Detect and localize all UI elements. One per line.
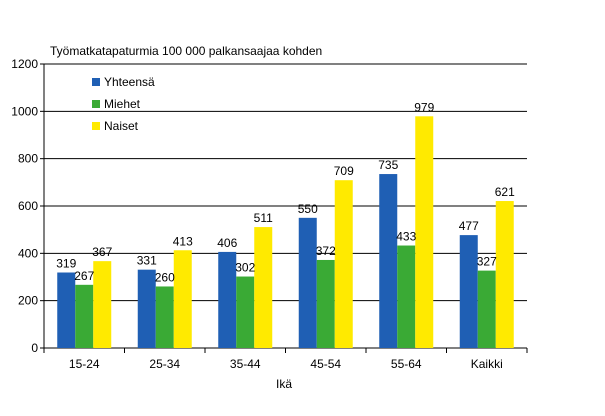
y-tick-label: 400: [18, 246, 38, 260]
bar-naiset: [93, 261, 112, 348]
bar-yhteensä: [459, 235, 478, 348]
data-label: 709: [334, 164, 354, 178]
bar-naiset: [334, 180, 353, 348]
data-label: 621: [495, 185, 515, 199]
y-tick-label: 200: [18, 294, 38, 308]
legend-label: Naiset: [104, 119, 139, 133]
x-tick-label: Kaikki: [471, 357, 503, 371]
bar-naiset: [173, 250, 192, 348]
legend-label: Yhteensä: [104, 75, 155, 89]
data-label: 372: [316, 244, 336, 258]
bar-miehet: [316, 259, 335, 348]
x-axis-title: Ikä: [276, 377, 292, 391]
data-label: 511: [254, 211, 273, 225]
data-label: 406: [217, 236, 237, 250]
bar-miehet: [155, 286, 174, 348]
legend: Yhteensä Miehet Naiset: [92, 75, 155, 133]
data-label: 979: [414, 100, 434, 114]
data-label: 327: [477, 255, 497, 269]
data-label: 735: [378, 158, 398, 172]
data-label: 319: [56, 257, 76, 271]
data-label: 413: [173, 234, 193, 248]
bar-miehet: [477, 270, 496, 348]
legend-label: Miehet: [104, 97, 141, 111]
chart-title: Työmatkatapaturmia 100 000 palkansaajaa …: [50, 44, 322, 58]
x-tick-label: 25-34: [149, 357, 180, 371]
x-tick-label: 35-44: [230, 357, 261, 371]
bar-yhteensä: [57, 272, 76, 348]
y-tick-label: 1200: [11, 57, 38, 71]
data-label: 550: [298, 202, 318, 216]
gridlines: [44, 63, 527, 302]
bar-yhteensä: [379, 174, 398, 348]
data-label: 260: [155, 270, 175, 284]
x-tick-label: 15-24: [69, 357, 100, 371]
legend-swatch: [92, 122, 100, 130]
data-label: 331: [137, 254, 157, 268]
data-label: 302: [235, 261, 255, 275]
bar-yhteensä: [298, 217, 317, 348]
bars: [57, 116, 514, 348]
y-tick-label: 0: [31, 341, 38, 355]
bar-yhteensä: [137, 269, 156, 348]
x-axis-ticks: 15-24 25-34 35-44 45-54 55-64 Kaikki: [43, 348, 528, 371]
x-tick-label: 45-54: [310, 357, 341, 371]
bar-miehet: [75, 284, 94, 348]
data-label: 367: [92, 245, 112, 259]
bar-naiset: [495, 201, 514, 348]
y-tick-label: 800: [18, 152, 38, 166]
bar-yhteensä: [218, 251, 237, 348]
y-tick-label: 1000: [11, 104, 38, 118]
x-tick-label: 55-64: [391, 357, 422, 371]
bar-naiset: [254, 227, 273, 348]
data-label: 477: [459, 219, 479, 233]
y-tick-label: 600: [18, 199, 38, 213]
bar-naiset: [415, 116, 434, 348]
legend-swatch: [92, 78, 100, 86]
data-label: 433: [396, 230, 416, 244]
bar-miehet: [236, 276, 255, 348]
y-axis-ticks: 0 200 400 600 800 1000 1200: [11, 57, 44, 355]
legend-swatch: [92, 100, 100, 108]
data-label: 267: [74, 269, 94, 283]
bar-miehet: [397, 245, 416, 348]
